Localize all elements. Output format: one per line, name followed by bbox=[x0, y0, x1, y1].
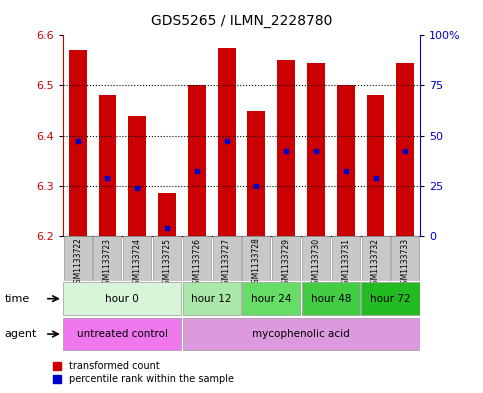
Bar bbox=[153, 236, 181, 281]
Bar bbox=[242, 283, 300, 315]
Bar bbox=[361, 283, 420, 315]
Bar bbox=[128, 116, 146, 236]
Bar bbox=[277, 61, 295, 236]
Bar bbox=[213, 236, 241, 281]
Bar bbox=[337, 86, 355, 236]
Text: GSM1133725: GSM1133725 bbox=[163, 238, 171, 288]
Text: hour 48: hour 48 bbox=[311, 294, 351, 304]
Bar bbox=[302, 236, 330, 281]
Text: GSM1133728: GSM1133728 bbox=[252, 238, 261, 288]
Bar bbox=[307, 63, 325, 236]
Bar bbox=[302, 283, 360, 315]
Bar bbox=[158, 193, 176, 236]
Text: GSM1133729: GSM1133729 bbox=[282, 238, 291, 288]
Bar bbox=[64, 236, 92, 281]
Bar bbox=[272, 236, 300, 281]
Bar bbox=[397, 63, 414, 236]
Text: GSM1133730: GSM1133730 bbox=[312, 238, 320, 289]
Bar bbox=[63, 318, 181, 350]
Text: GSM1133726: GSM1133726 bbox=[192, 238, 201, 288]
Text: GSM1133722: GSM1133722 bbox=[73, 238, 82, 288]
Bar bbox=[63, 283, 181, 315]
Text: GSM1133723: GSM1133723 bbox=[103, 238, 112, 288]
Bar bbox=[362, 236, 389, 281]
Text: GDS5265 / ILMN_2228780: GDS5265 / ILMN_2228780 bbox=[151, 14, 332, 28]
Text: hour 0: hour 0 bbox=[105, 294, 139, 304]
Bar bbox=[94, 236, 121, 281]
Bar bbox=[183, 318, 420, 350]
Bar bbox=[69, 50, 86, 236]
Bar bbox=[183, 283, 241, 315]
Bar bbox=[247, 110, 265, 236]
Bar bbox=[123, 236, 151, 281]
Legend: transformed count, percentile rank within the sample: transformed count, percentile rank withi… bbox=[53, 361, 234, 384]
Text: time: time bbox=[5, 294, 30, 304]
Text: mycophenolic acid: mycophenolic acid bbox=[252, 329, 350, 339]
Text: agent: agent bbox=[5, 329, 37, 339]
Text: GSM1133733: GSM1133733 bbox=[401, 238, 410, 289]
Text: hour 12: hour 12 bbox=[191, 294, 232, 304]
Text: GSM1133731: GSM1133731 bbox=[341, 238, 350, 288]
Bar bbox=[183, 236, 211, 281]
Text: hour 24: hour 24 bbox=[251, 294, 292, 304]
Bar bbox=[242, 236, 270, 281]
Text: hour 72: hour 72 bbox=[370, 294, 411, 304]
Bar bbox=[332, 236, 360, 281]
Text: untreated control: untreated control bbox=[77, 329, 168, 339]
Bar bbox=[99, 95, 116, 236]
Text: GSM1133732: GSM1133732 bbox=[371, 238, 380, 288]
Text: GSM1133724: GSM1133724 bbox=[133, 238, 142, 288]
Bar bbox=[367, 95, 384, 236]
Bar bbox=[391, 236, 419, 281]
Text: GSM1133727: GSM1133727 bbox=[222, 238, 231, 288]
Bar bbox=[188, 86, 206, 236]
Bar bbox=[218, 48, 236, 236]
